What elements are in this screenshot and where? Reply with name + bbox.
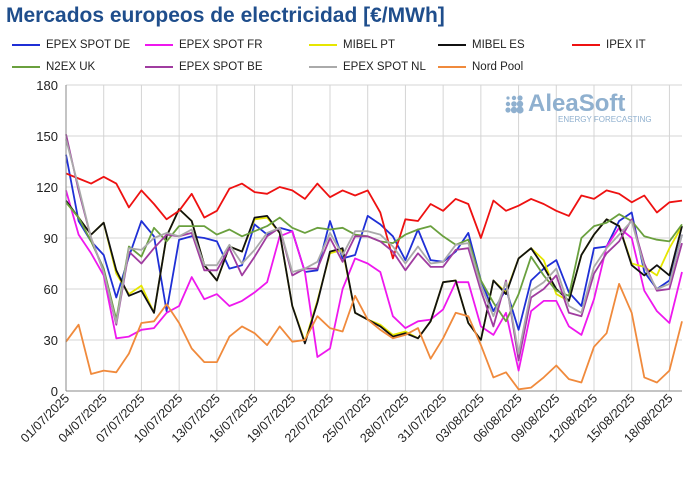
legend-item-ipex-it: IPEX IT (572, 36, 646, 54)
y-tick-label: 180 (36, 78, 58, 93)
legend-label: EPEX SPOT BE (179, 61, 263, 73)
legend: EPEX SPOT DE EPEX SPOT FR MIBEL PT MIBEL ES… (12, 36, 696, 80)
axes: 030609012015018001/07/202504/07/202507/0… (18, 78, 682, 445)
y-tick-label: 90 (44, 231, 58, 246)
legend-item-nord-pool: Nord Pool (438, 58, 523, 76)
legend-swatch (438, 44, 466, 46)
legend-swatch (572, 44, 600, 46)
aleasoft-logo: AleaSoft ENERGY FORECASTING (505, 90, 652, 124)
legend-label: EPEX SPOT DE (46, 39, 131, 51)
legend-item-epex-spot-de: EPEX SPOT DE (12, 36, 130, 54)
series-lines (65, 134, 683, 391)
logo-dot (516, 106, 524, 114)
legend-item-epex-spot-fr: EPEX SPOT FR (145, 36, 263, 54)
series-line-nord-pool (65, 282, 683, 391)
legend-label: EPEX SPOT FR (179, 39, 263, 51)
y-tick-label: 60 (44, 282, 58, 297)
series-line-epex-spot-nl (65, 139, 683, 355)
legend-swatch (145, 66, 173, 68)
logo-dot (511, 95, 517, 101)
logo-tagline: ENERGY FORECASTING (558, 115, 652, 124)
legend-label: MIBEL PT (343, 39, 395, 51)
legend-item-mibel-es: MIBEL ES (438, 36, 525, 54)
legend-swatch (438, 66, 466, 68)
legend-label: EPEX SPOT NL (343, 61, 426, 73)
series-line-ipex-it (65, 172, 683, 260)
legend-item-epex-spot-be: EPEX SPOT BE (145, 58, 263, 76)
y-tick-label: 120 (36, 180, 58, 195)
y-tick-label: 30 (44, 333, 58, 348)
y-tick-label: 0 (51, 384, 58, 399)
series-line-epex-spot-de (65, 154, 683, 331)
legend-item-mibel-pt: MIBEL PT (309, 36, 395, 54)
logo-dot (517, 95, 523, 101)
series-line-mibel-es (65, 200, 683, 345)
legend-label: MIBEL ES (472, 39, 525, 51)
logo-dots-icon (505, 95, 524, 114)
logo-dot (506, 96, 510, 100)
y-tick-label: 150 (36, 129, 58, 144)
logo-dot (505, 101, 511, 107)
series-line-epex-spot-fr (65, 190, 683, 372)
legend-label: N2EX UK (46, 61, 96, 73)
legend-item-epex-spot-nl: EPEX SPOT NL (309, 58, 426, 76)
chart-title: Mercados europeos de electricidad [€/MWh… (6, 4, 445, 27)
logo-dot (511, 101, 517, 107)
logo-dot (510, 106, 518, 114)
legend-swatch (309, 66, 337, 68)
legend-swatch (12, 44, 40, 46)
logo-dot (505, 107, 511, 113)
legend-item-n2ex-uk: N2EX UK (12, 58, 95, 76)
series-line-epex-spot-be (65, 134, 683, 362)
legend-swatch (309, 44, 337, 46)
legend-swatch (145, 44, 173, 46)
legend-label: IPEX IT (606, 39, 646, 51)
logo-dot (516, 100, 524, 108)
legend-label: Nord Pool (472, 61, 524, 73)
logo-name: AleaSoft (528, 90, 625, 117)
legend-swatch (12, 66, 40, 68)
